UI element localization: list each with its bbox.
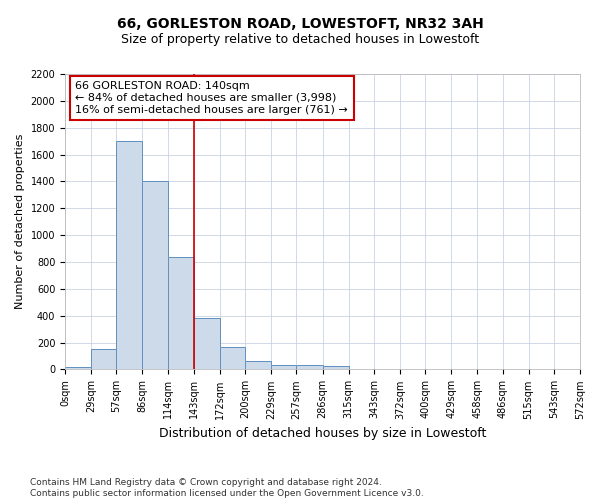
Bar xyxy=(271,366,296,370)
Bar xyxy=(323,366,349,370)
Y-axis label: Number of detached properties: Number of detached properties xyxy=(15,134,25,310)
Bar xyxy=(245,360,271,370)
X-axis label: Distribution of detached houses by size in Lowestoft: Distribution of detached houses by size … xyxy=(159,427,486,440)
Bar xyxy=(194,318,220,370)
Bar xyxy=(167,256,194,370)
Bar xyxy=(116,141,142,370)
Text: 66 GORLESTON ROAD: 140sqm
← 84% of detached houses are smaller (3,998)
16% of se: 66 GORLESTON ROAD: 140sqm ← 84% of detac… xyxy=(76,82,348,114)
Text: Contains HM Land Registry data © Crown copyright and database right 2024.
Contai: Contains HM Land Registry data © Crown c… xyxy=(30,478,424,498)
Bar xyxy=(142,182,167,370)
Bar xyxy=(220,348,245,370)
Bar xyxy=(65,368,91,370)
Bar xyxy=(296,366,323,370)
Text: Size of property relative to detached houses in Lowestoft: Size of property relative to detached ho… xyxy=(121,32,479,46)
Text: 66, GORLESTON ROAD, LOWESTOFT, NR32 3AH: 66, GORLESTON ROAD, LOWESTOFT, NR32 3AH xyxy=(116,18,484,32)
Bar xyxy=(91,350,116,370)
